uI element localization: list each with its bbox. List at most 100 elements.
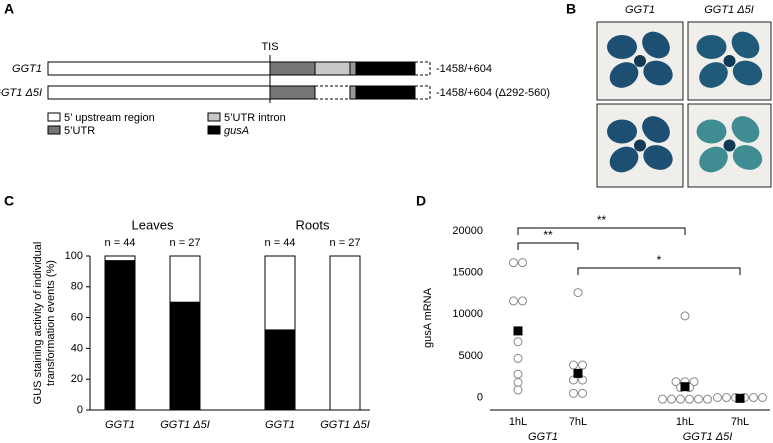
legend-text: gusA bbox=[224, 125, 249, 137]
data-point bbox=[573, 288, 583, 298]
data-point bbox=[509, 296, 518, 306]
y-axis-label: gusA mRNA bbox=[422, 287, 434, 348]
construct-1 bbox=[47, 61, 431, 76]
mean-marker bbox=[513, 326, 523, 336]
x-tick-label: 7hL bbox=[731, 416, 749, 428]
construct-name: GGT1 Δ5I bbox=[0, 87, 42, 99]
x-tick-label: 1hL bbox=[509, 416, 527, 428]
y-tick-label: 5000 bbox=[459, 350, 483, 362]
plant-center bbox=[723, 55, 736, 67]
data-point bbox=[513, 337, 523, 347]
data-point bbox=[689, 377, 699, 387]
y-tick-label: 10000 bbox=[452, 308, 483, 320]
group-label: GGT1 Δ5I bbox=[683, 431, 733, 443]
data-point bbox=[513, 353, 523, 363]
plant-leaf bbox=[642, 116, 670, 143]
plant-leaf bbox=[642, 31, 670, 59]
data-point bbox=[658, 394, 667, 404]
significance-label: * bbox=[657, 253, 662, 267]
y-tick-label: 20000 bbox=[452, 225, 483, 237]
data-point bbox=[680, 311, 690, 321]
y-axis-label: GUS staining activity of individual bbox=[32, 242, 44, 405]
bar-segment bbox=[104, 255, 136, 262]
n-label: n = 27 bbox=[330, 237, 361, 249]
photo-grid bbox=[596, 21, 772, 188]
panel-label: B bbox=[566, 1, 576, 17]
mean-marker bbox=[680, 382, 690, 392]
significance-bracket bbox=[577, 267, 741, 275]
x-tick-label: GGT1 bbox=[105, 419, 135, 431]
data-point bbox=[749, 393, 758, 403]
y-tick-label: 80 bbox=[71, 281, 83, 293]
data-point bbox=[722, 393, 731, 403]
legend-text: 5’ upstream region bbox=[64, 112, 155, 124]
plant-leaf bbox=[731, 116, 760, 143]
plant-center bbox=[723, 139, 736, 152]
data-point bbox=[578, 388, 587, 398]
photo-frame bbox=[596, 103, 684, 188]
data-point bbox=[569, 388, 578, 398]
significance-bracket bbox=[517, 227, 686, 235]
plant-leaf bbox=[731, 31, 760, 59]
photo-header: GGT1 bbox=[625, 4, 655, 16]
mean-marker bbox=[573, 368, 583, 378]
plant-center bbox=[634, 139, 646, 152]
data-point bbox=[513, 369, 523, 379]
bar-segment bbox=[169, 301, 201, 411]
data-point bbox=[509, 258, 518, 268]
plant-leaf bbox=[732, 60, 763, 86]
plant-leaf bbox=[609, 62, 639, 88]
plant-leaf bbox=[696, 35, 727, 59]
plant-leaf bbox=[699, 146, 728, 173]
data-point bbox=[671, 377, 681, 387]
tis-label: TIS bbox=[261, 41, 278, 53]
plant-leaf bbox=[607, 119, 637, 144]
panel-label: A bbox=[4, 1, 14, 17]
y-tick-label: 100 bbox=[65, 250, 83, 262]
plant-center bbox=[634, 55, 646, 67]
bar-segment bbox=[264, 255, 296, 331]
data-point bbox=[713, 393, 722, 403]
plant-leaf bbox=[696, 119, 727, 144]
mean-marker bbox=[735, 393, 745, 403]
bar-segment bbox=[329, 255, 361, 411]
plant-leaf bbox=[643, 60, 673, 86]
legend-text: 5’UTR intron bbox=[224, 112, 286, 124]
y-tick-label: 0 bbox=[77, 404, 83, 416]
plant-leaf bbox=[607, 35, 637, 59]
data-point bbox=[518, 258, 527, 268]
bar-segment bbox=[169, 255, 201, 303]
n-label: n = 44 bbox=[265, 237, 296, 249]
data-point bbox=[676, 394, 685, 404]
legend-swatches bbox=[47, 112, 221, 135]
plant-leaf bbox=[609, 146, 639, 173]
plant-leaf bbox=[732, 145, 763, 170]
y-tick-label: 60 bbox=[71, 312, 83, 324]
construct-2 bbox=[47, 85, 431, 100]
data-point bbox=[694, 394, 703, 404]
data-point bbox=[685, 394, 694, 404]
data-point bbox=[578, 360, 587, 370]
x-tick-label: 1hL bbox=[676, 416, 694, 428]
significance-label: ** bbox=[543, 228, 553, 242]
data-point bbox=[518, 296, 527, 306]
significance-bracket bbox=[517, 242, 579, 250]
group-label: Roots bbox=[296, 217, 330, 232]
x-tick-label: GGT1 bbox=[265, 419, 295, 431]
y-axis-label: transformation events (%) bbox=[45, 260, 57, 386]
x-tick-label: GGT1 Δ5I bbox=[160, 419, 210, 431]
data-point bbox=[569, 360, 578, 370]
x-tick-label: GGT1 Δ5I bbox=[320, 419, 370, 431]
data-point bbox=[667, 394, 676, 404]
y-tick-label: 15000 bbox=[452, 267, 483, 279]
construct-range: -1458/+604 bbox=[436, 63, 492, 75]
construct-range: -1458/+604 (Δ292-560) bbox=[436, 87, 550, 99]
plant-leaf bbox=[643, 145, 673, 170]
data-point bbox=[513, 378, 523, 388]
n-label: n = 44 bbox=[105, 237, 136, 249]
data-point bbox=[703, 394, 712, 404]
legend-text: 5’UTR bbox=[64, 125, 95, 137]
data-point bbox=[758, 393, 767, 403]
group-label: GGT1 bbox=[528, 431, 558, 443]
significance-label: ** bbox=[597, 213, 607, 227]
